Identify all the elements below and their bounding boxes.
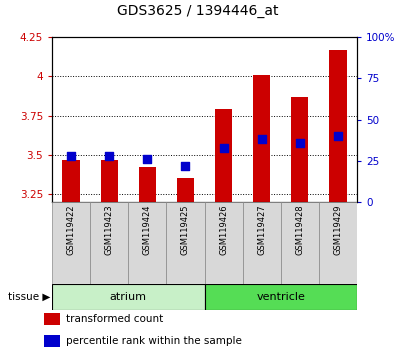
Point: [144, 156, 150, 162]
Bar: [205, 284, 357, 310]
Point: [106, 153, 112, 159]
Point: [182, 163, 188, 169]
Text: GSM119429: GSM119429: [333, 205, 342, 255]
Text: transformed count: transformed count: [66, 314, 163, 324]
Text: GSM119423: GSM119423: [105, 205, 114, 255]
Bar: [215, 109, 232, 202]
Bar: [205, 202, 243, 284]
Text: ventricle: ventricle: [256, 292, 305, 302]
Point: [220, 145, 227, 150]
Bar: [101, 160, 118, 202]
Bar: [281, 202, 319, 284]
Bar: [177, 178, 194, 202]
Bar: [128, 202, 166, 284]
Bar: [319, 202, 357, 284]
Point: [68, 153, 74, 159]
Bar: [44, 335, 60, 347]
Point: [258, 137, 265, 142]
Text: GSM119428: GSM119428: [295, 205, 304, 255]
Bar: [52, 202, 90, 284]
Text: GSM119426: GSM119426: [219, 205, 228, 255]
Bar: [329, 50, 346, 202]
Text: GSM119424: GSM119424: [143, 205, 152, 255]
Bar: [52, 284, 205, 310]
Bar: [44, 313, 60, 325]
Text: GSM119425: GSM119425: [181, 205, 190, 255]
Text: GDS3625 / 1394446_at: GDS3625 / 1394446_at: [117, 4, 278, 18]
Bar: [166, 202, 205, 284]
Text: GSM119427: GSM119427: [257, 205, 266, 255]
Bar: [90, 202, 128, 284]
Point: [297, 140, 303, 145]
Text: tissue ▶: tissue ▶: [8, 292, 50, 302]
Bar: [139, 167, 156, 202]
Bar: [253, 75, 270, 202]
Bar: [243, 202, 281, 284]
Bar: [291, 97, 308, 202]
Text: atrium: atrium: [110, 292, 147, 302]
Bar: [62, 160, 80, 202]
Text: GSM119422: GSM119422: [67, 205, 75, 255]
Text: percentile rank within the sample: percentile rank within the sample: [66, 336, 242, 346]
Point: [335, 133, 341, 139]
